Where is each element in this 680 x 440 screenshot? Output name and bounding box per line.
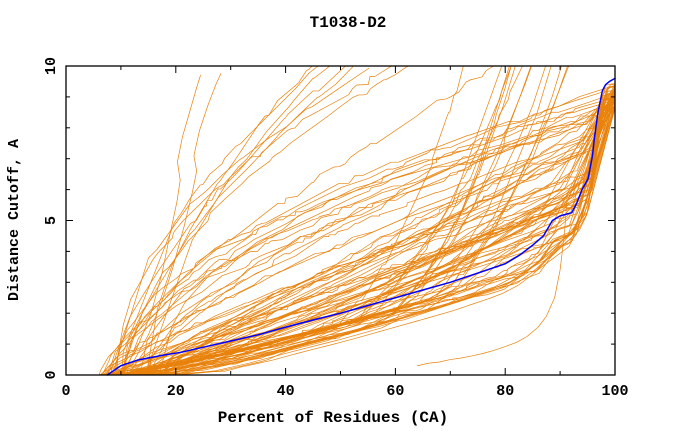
svg-text:T1038-D2: T1038-D2 (310, 14, 387, 32)
svg-text:0: 0 (43, 370, 60, 379)
svg-text:0: 0 (61, 383, 70, 400)
svg-text:40: 40 (277, 383, 295, 400)
svg-text:Distance Cutoff, A: Distance Cutoff, A (6, 139, 23, 301)
svg-text:100: 100 (601, 383, 628, 400)
svg-text:5: 5 (43, 216, 60, 225)
svg-text:10: 10 (43, 57, 60, 75)
svg-text:80: 80 (496, 383, 514, 400)
svg-text:Percent of Residues (CA): Percent of Residues (CA) (218, 409, 448, 427)
svg-text:20: 20 (167, 383, 185, 400)
svg-text:60: 60 (386, 383, 404, 400)
